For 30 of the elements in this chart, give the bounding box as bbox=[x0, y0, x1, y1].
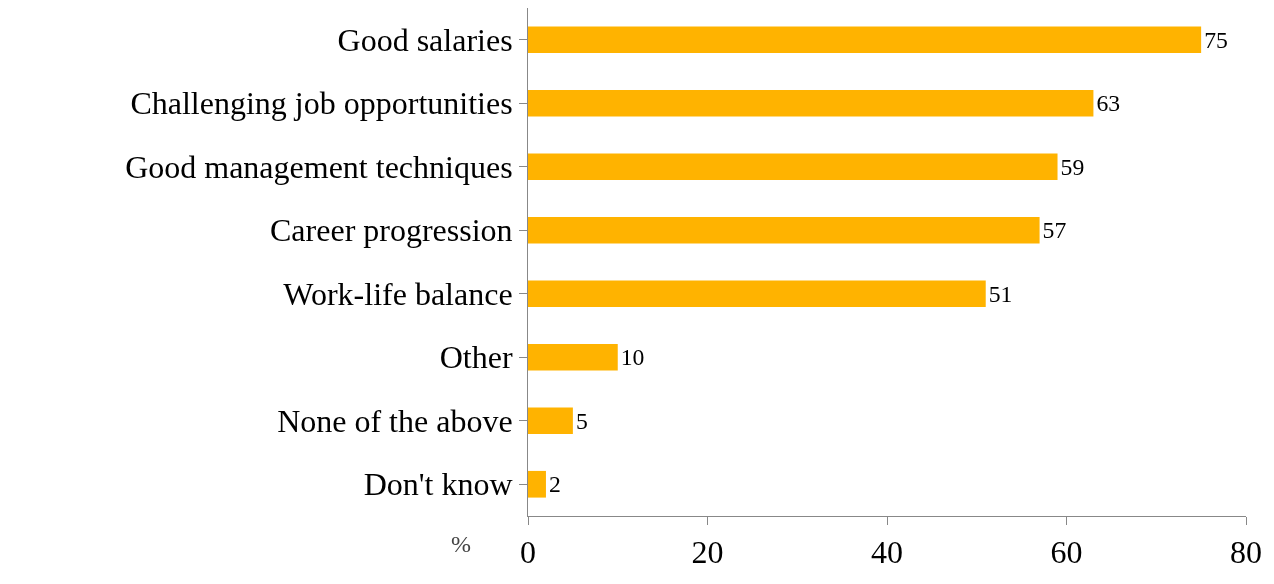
data-label: 51 bbox=[988, 280, 1013, 307]
y-tick-label: Career progression bbox=[270, 212, 513, 249]
x-axis-title: % bbox=[451, 531, 471, 557]
y-tick-label: Don't know bbox=[363, 466, 513, 503]
x-tick-label: 60 bbox=[1050, 534, 1083, 571]
bar bbox=[528, 26, 1202, 54]
x-tick-label: 20 bbox=[691, 534, 724, 571]
bar bbox=[528, 280, 986, 308]
y-tick-label: Challenging job opportunities bbox=[130, 85, 513, 122]
y-tick-label: Good management techniques bbox=[125, 148, 513, 185]
data-label: 75 bbox=[1204, 26, 1228, 53]
bar bbox=[528, 153, 1058, 181]
data-label: 63 bbox=[1096, 90, 1121, 117]
bar bbox=[528, 470, 546, 498]
data-label: 2 bbox=[548, 471, 561, 498]
y-tick-label: Work-life balance bbox=[283, 275, 513, 312]
y-tick-label: Other bbox=[439, 339, 513, 376]
data-label: 57 bbox=[1042, 217, 1067, 244]
y-tick-label: None of the above bbox=[277, 402, 513, 439]
bar bbox=[528, 407, 573, 435]
y-tick-label: Good salaries bbox=[337, 21, 513, 58]
data-label: 5 bbox=[575, 407, 588, 434]
bar bbox=[528, 216, 1040, 244]
x-tick-label: 40 bbox=[871, 534, 903, 571]
x-tick-label: 0 bbox=[520, 534, 536, 571]
bar bbox=[528, 343, 618, 371]
data-label: 10 bbox=[620, 344, 645, 371]
x-tick-label: 80 bbox=[1230, 534, 1262, 571]
bar bbox=[528, 89, 1094, 117]
data-label: 59 bbox=[1060, 153, 1085, 180]
